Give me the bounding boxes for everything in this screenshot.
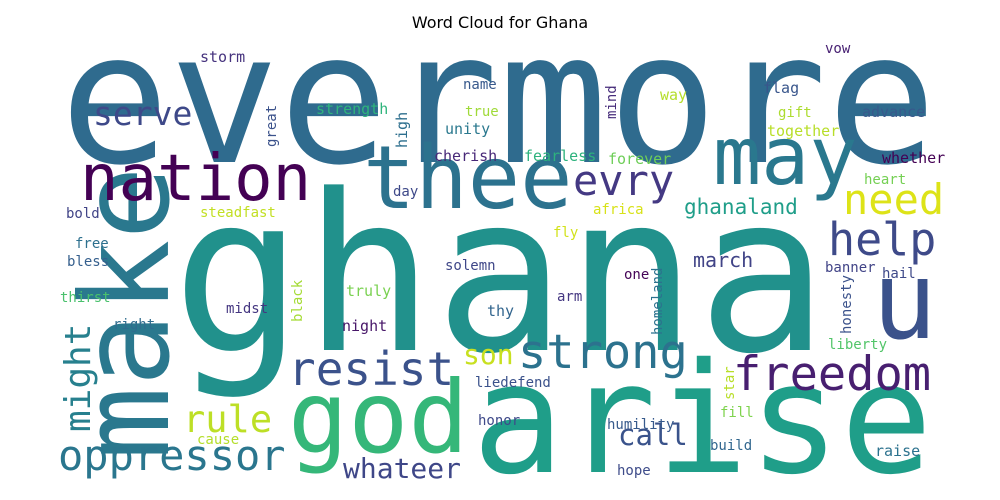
word: help xyxy=(828,213,936,266)
word: right xyxy=(113,317,155,333)
word: vow xyxy=(825,41,851,57)
word: fly xyxy=(553,225,578,241)
word: bold xyxy=(66,206,100,222)
word: evry xyxy=(573,156,674,205)
word: humility xyxy=(607,417,674,433)
word: thy xyxy=(487,302,514,320)
word: cherish xyxy=(434,147,497,165)
word: mind xyxy=(604,85,620,119)
word: hail xyxy=(882,266,916,282)
word: might xyxy=(58,324,99,432)
word: bless xyxy=(67,254,109,270)
word: make xyxy=(55,166,197,460)
word: ghana xyxy=(172,149,828,402)
word: may xyxy=(713,110,858,203)
word: solemn xyxy=(445,258,496,274)
word: son xyxy=(463,338,514,371)
word: strong xyxy=(518,325,688,380)
word: way xyxy=(660,86,687,104)
word: resist xyxy=(288,342,454,396)
word: whateer xyxy=(343,452,461,485)
word: arm xyxy=(557,289,582,305)
word: midst xyxy=(226,301,268,317)
word: advance xyxy=(862,103,925,121)
word: raise xyxy=(875,442,920,460)
word: evermore xyxy=(60,0,937,205)
word: forever xyxy=(608,150,671,168)
word: whether xyxy=(882,149,945,167)
word: liberty xyxy=(828,337,887,353)
word: together xyxy=(767,122,839,140)
word: honesty xyxy=(839,275,855,334)
word: god xyxy=(288,359,469,476)
word: cause xyxy=(197,432,239,448)
word: free xyxy=(75,236,109,252)
word: call xyxy=(618,418,688,452)
word: great xyxy=(264,105,280,147)
word: arise xyxy=(472,331,933,500)
word: heart xyxy=(864,172,906,188)
word: fearless xyxy=(524,147,596,165)
word: rule xyxy=(183,398,272,441)
word: fill xyxy=(720,405,754,421)
word: one xyxy=(624,267,649,283)
chart-title: Word Cloud for Ghana xyxy=(412,13,588,32)
word: liedefend xyxy=(475,375,551,391)
word: strength xyxy=(316,100,388,118)
word: africa xyxy=(593,202,644,218)
word: day xyxy=(393,184,418,200)
word: star xyxy=(722,366,738,400)
word: u xyxy=(872,239,937,364)
word: need xyxy=(843,175,944,224)
word: honor xyxy=(478,413,520,429)
word: oppressor xyxy=(58,431,286,480)
word: thee xyxy=(363,127,573,229)
word: banner xyxy=(825,260,876,276)
word: high xyxy=(393,112,411,148)
word: freedom xyxy=(733,347,931,402)
word: serve xyxy=(93,94,192,133)
word: steadfast xyxy=(200,205,276,221)
word: true xyxy=(465,104,499,120)
word: unity xyxy=(445,120,490,138)
word: homeland xyxy=(650,268,666,335)
word: name xyxy=(463,77,497,93)
word: nation xyxy=(80,142,311,216)
word: gift xyxy=(778,105,812,121)
word: black xyxy=(290,279,306,322)
word: storm xyxy=(200,48,245,66)
word: ghanaland xyxy=(684,195,798,219)
word: night xyxy=(342,317,387,335)
word: build xyxy=(710,438,752,454)
word: thirst xyxy=(60,290,111,306)
word: truly xyxy=(346,282,391,300)
word: march xyxy=(693,248,753,272)
word: hope xyxy=(617,463,651,479)
word: flag xyxy=(763,79,799,97)
